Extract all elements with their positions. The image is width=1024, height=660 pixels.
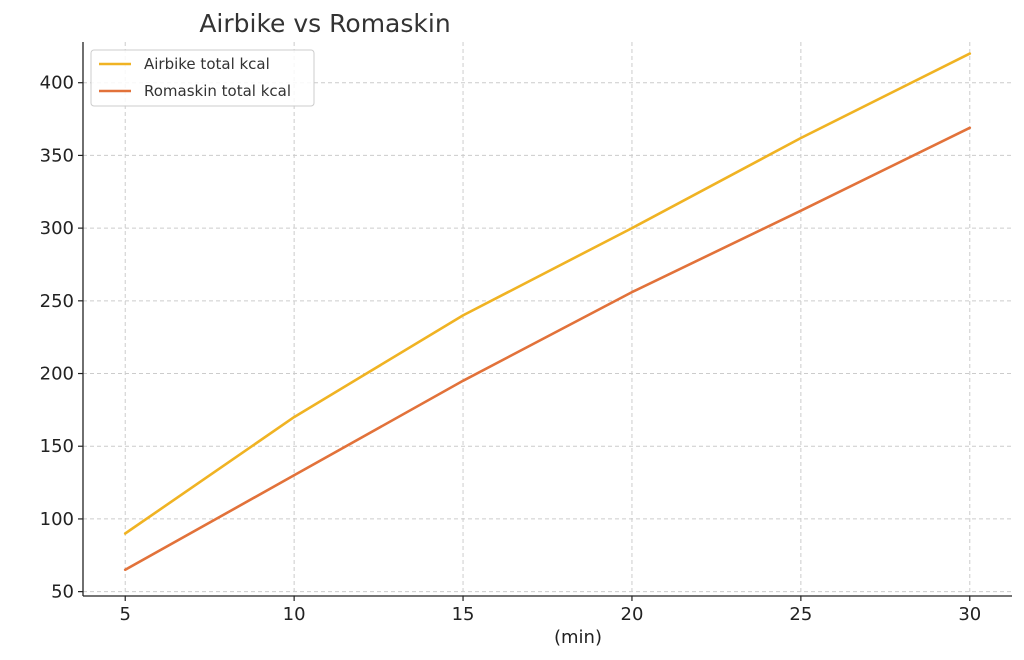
grid bbox=[83, 42, 1012, 596]
series-lines bbox=[123, 52, 972, 572]
x-tick-label-30: 30 bbox=[958, 604, 981, 625]
y-tick-label-200: 200 bbox=[40, 364, 74, 385]
legend-label-1: Airbike total kcal bbox=[144, 55, 270, 73]
legend-box bbox=[90, 49, 315, 107]
y-tick-label-400: 400 bbox=[40, 73, 74, 94]
x-tick-label-5: 5 bbox=[120, 604, 131, 625]
series-line-1 bbox=[123, 52, 972, 535]
chart-title: Airbike vs Romaskin bbox=[199, 9, 450, 38]
y-tick-label-250: 250 bbox=[40, 291, 74, 312]
y-tick-label-300: 300 bbox=[40, 218, 74, 239]
axes: 5 10 15 20 25 30 50 100 150 200 250 300 350 400 bbox=[40, 42, 1012, 625]
legend: Airbike total kcal Romaskin total kcal bbox=[90, 49, 315, 107]
x-tick-label-15: 15 bbox=[452, 604, 475, 625]
x-tick-label-20: 20 bbox=[621, 604, 644, 625]
x-tick-label-10: 10 bbox=[283, 604, 306, 625]
y-tick-label-150: 150 bbox=[40, 436, 74, 457]
y-tick-label-50: 50 bbox=[51, 582, 74, 603]
y-tick-label-350: 350 bbox=[40, 145, 74, 166]
x-tick-label-25: 25 bbox=[789, 604, 812, 625]
legend-label-2: Romaskin total kcal bbox=[144, 82, 291, 100]
series-line-2 bbox=[123, 126, 972, 572]
x-axis-label: (min) bbox=[554, 627, 602, 648]
y-tick-label-100: 100 bbox=[40, 509, 74, 530]
